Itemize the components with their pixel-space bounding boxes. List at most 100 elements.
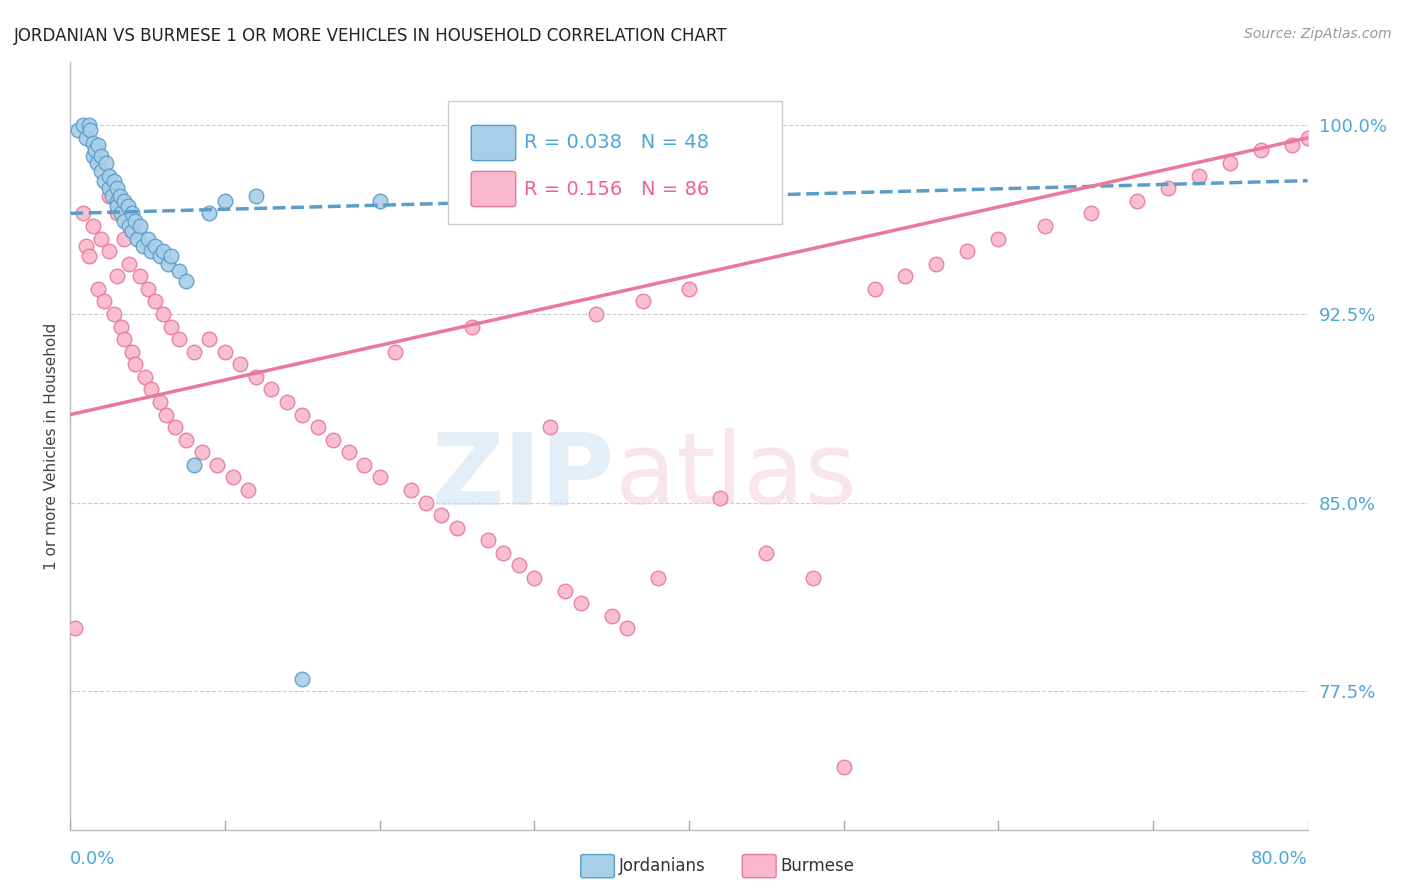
Point (1250, 144, 1272, 158)
Point (114, 332, 135, 346)
Point (322, 433, 344, 447)
Point (90, 163, 112, 178)
Point (863, 282, 886, 296)
Point (152, 307, 174, 321)
Point (160, 319, 183, 334)
FancyBboxPatch shape (471, 171, 516, 207)
Text: 0.0%: 0.0% (70, 850, 115, 868)
Point (260, 383, 283, 397)
Point (801, 571, 824, 585)
Text: R = 0.156   N = 86: R = 0.156 N = 86 (524, 179, 710, 199)
Point (124, 357, 146, 371)
Point (121, 344, 143, 359)
Point (307, 420, 329, 434)
Point (114, 194, 135, 208)
Point (585, 307, 607, 321)
Point (67, 123, 90, 137)
Point (105, 181, 128, 195)
Point (337, 445, 360, 459)
Point (129, 269, 152, 284)
Y-axis label: 1 or more Vehicles in Household: 1 or more Vehicles in Household (44, 322, 59, 570)
Point (492, 546, 515, 560)
Point (245, 188, 267, 202)
Point (98, 181, 120, 195)
Point (647, 571, 669, 585)
Point (98, 188, 120, 202)
FancyBboxPatch shape (471, 126, 516, 161)
Point (79, 123, 101, 137)
Point (136, 282, 159, 296)
Text: JORDANIAN VS BURMESE 1 OR MORE VEHICLES IN HOUSEHOLD CORRELATION CHART: JORDANIAN VS BURMESE 1 OR MORE VEHICLES … (14, 27, 727, 45)
Point (124, 214, 146, 228)
Point (139, 244, 162, 258)
Point (430, 508, 453, 523)
Point (160, 249, 183, 263)
Point (1126, 194, 1149, 208)
Point (82, 219, 105, 233)
Point (245, 369, 267, 384)
Point (82, 148, 105, 162)
Point (508, 558, 530, 573)
Point (477, 533, 499, 548)
Point (1296, 131, 1319, 145)
Point (183, 458, 205, 472)
Point (987, 231, 1010, 245)
Point (105, 269, 128, 284)
Point (90, 148, 112, 162)
Point (94, 156, 117, 170)
Point (93, 294, 115, 309)
Text: Source: ZipAtlas.com: Source: ZipAtlas.com (1244, 27, 1392, 41)
Point (1281, 138, 1303, 153)
Point (108, 188, 131, 202)
Point (129, 219, 152, 233)
Point (238, 483, 260, 497)
Text: Jordanians: Jordanians (619, 857, 706, 875)
Point (222, 470, 245, 484)
Point (276, 395, 298, 409)
Point (631, 294, 654, 309)
Text: ZIP: ZIP (432, 428, 614, 525)
Point (368, 194, 391, 208)
Point (1157, 181, 1180, 195)
Point (90, 231, 112, 245)
Point (121, 224, 143, 238)
Point (956, 244, 979, 258)
Point (98, 244, 120, 258)
Point (461, 319, 484, 334)
Text: 80.0%: 80.0% (1251, 850, 1308, 868)
Point (87, 138, 110, 153)
Point (125, 231, 148, 245)
Point (101, 188, 124, 202)
Point (156, 257, 179, 271)
Point (191, 445, 214, 459)
Point (121, 224, 143, 238)
Point (118, 219, 141, 233)
Point (198, 206, 221, 220)
Point (709, 491, 731, 505)
Point (384, 344, 406, 359)
Point (399, 483, 422, 497)
Point (678, 282, 700, 296)
Point (616, 621, 638, 635)
Point (75, 239, 97, 253)
Point (110, 319, 132, 334)
Point (110, 206, 132, 220)
Point (103, 174, 125, 188)
Point (894, 269, 917, 284)
Point (569, 596, 592, 610)
Point (145, 294, 166, 309)
Point (229, 357, 252, 371)
Point (103, 307, 125, 321)
Point (1033, 219, 1056, 233)
Point (77, 118, 100, 132)
Point (121, 206, 143, 220)
Text: R = 0.038   N = 48: R = 0.038 N = 48 (524, 134, 710, 153)
FancyBboxPatch shape (447, 101, 782, 224)
Point (105, 194, 128, 208)
Point (132, 239, 155, 253)
Point (84, 144, 107, 158)
Point (1080, 206, 1102, 220)
Point (167, 264, 190, 278)
Point (63, 621, 86, 635)
Point (155, 408, 177, 422)
